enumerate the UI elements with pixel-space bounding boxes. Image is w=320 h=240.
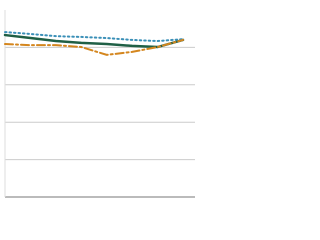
chart	[3, 10, 195, 198]
data-line	[4, 38, 184, 56]
data-line	[4, 31, 184, 43]
